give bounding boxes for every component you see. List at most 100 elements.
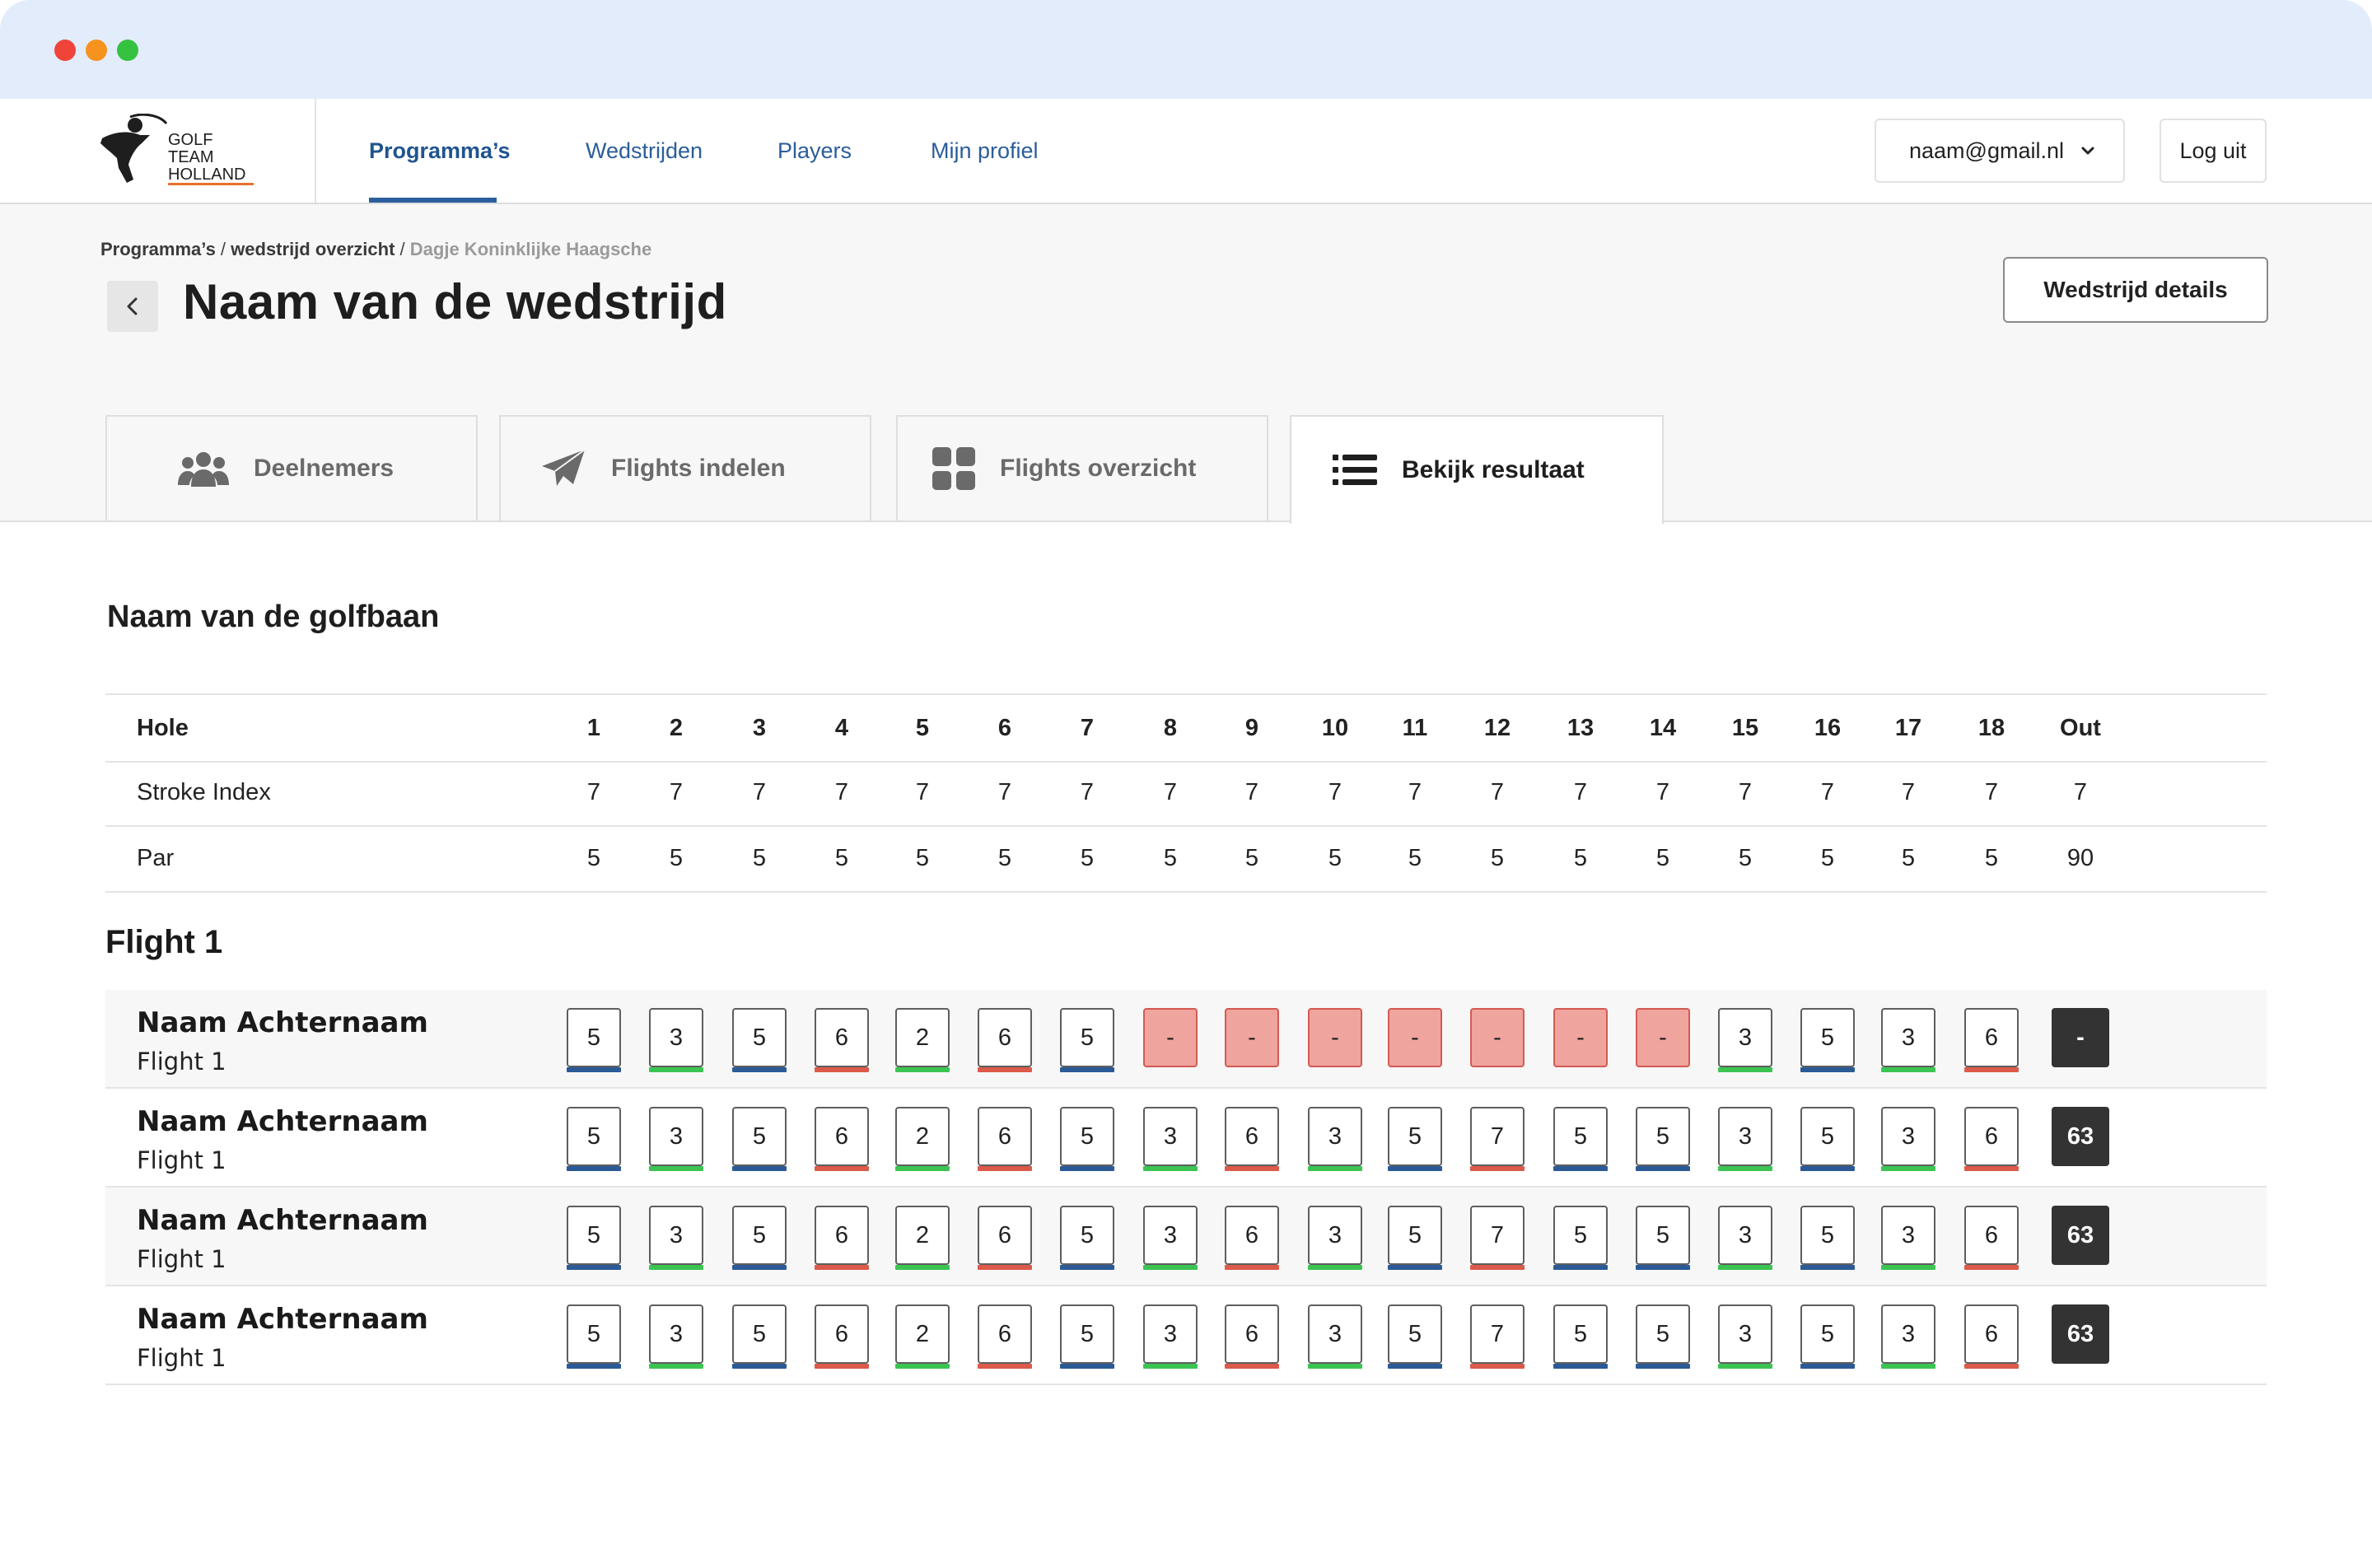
hole-score-box[interactable]: 3	[1308, 1206, 1362, 1270]
account-dropdown[interactable]: naam@gmail.nl	[1875, 119, 2125, 183]
hole-score-box[interactable]: -	[1636, 1008, 1690, 1067]
hole-score-box[interactable]: 5	[1388, 1304, 1442, 1369]
hole-score-box[interactable]: 6	[1964, 1008, 2019, 1072]
hole-score-box[interactable]: 6	[978, 1206, 1032, 1270]
hole-score-box[interactable]: 6	[978, 1107, 1032, 1171]
hole-score-box[interactable]: -	[1470, 1008, 1525, 1067]
nav-players[interactable]: Players	[777, 138, 852, 163]
hole-score-box[interactable]: -	[1143, 1008, 1198, 1067]
close-window-dot[interactable]	[54, 40, 76, 61]
hole-score-box[interactable]: 6	[1225, 1107, 1279, 1171]
total-score-badge: 63	[2052, 1206, 2109, 1265]
par-cell: 5	[1408, 845, 1422, 871]
hole-score-box[interactable]: 5	[1553, 1304, 1608, 1369]
hole-score-box[interactable]: -	[1553, 1008, 1608, 1067]
hole-score-box[interactable]: 5	[732, 1008, 787, 1072]
hole-score-box[interactable]: 3	[1143, 1206, 1198, 1270]
hole-score-box[interactable]: 5	[1800, 1107, 1855, 1171]
hole-score-box[interactable]: 6	[815, 1008, 869, 1072]
hole-score-box[interactable]: 2	[895, 1008, 950, 1072]
stroke-index-out-cell: 7	[2073, 779, 2088, 805]
back-button[interactable]	[107, 281, 158, 332]
hole-number-cell: 7	[1080, 715, 1095, 741]
hole-score-box[interactable]: 5	[1636, 1107, 1690, 1171]
tab-flights-indelen[interactable]: Flights indelen	[499, 415, 871, 522]
par-cell: 5	[1738, 845, 1753, 871]
hole-score-box[interactable]: 7	[1470, 1206, 1525, 1270]
minimize-window-dot[interactable]	[86, 40, 107, 61]
hole-score-box[interactable]: 5	[732, 1304, 787, 1369]
chevron-down-icon	[2081, 147, 2094, 155]
hole-score-box[interactable]: 5	[1060, 1008, 1114, 1072]
wedstrijd-details-button[interactable]: Wedstrijd details	[2003, 257, 2268, 323]
hole-score-box[interactable]: 7	[1470, 1107, 1525, 1171]
tab-bekijk-resultaat[interactable]: Bekijk resultaat	[1290, 415, 1664, 524]
hole-score-box[interactable]: 2	[895, 1206, 950, 1270]
hole-score-box[interactable]: 5	[567, 1206, 621, 1270]
golf-team-holland-logo[interactable]: GOLF TEAM HOLLAND	[97, 113, 262, 189]
hole-score-box[interactable]: 3	[1143, 1107, 1198, 1171]
hole-score-box[interactable]: 6	[1225, 1304, 1279, 1369]
hole-score-box[interactable]: 5	[567, 1107, 621, 1171]
hole-score-box[interactable]: 3	[1143, 1304, 1198, 1369]
par-cell: 5	[1328, 845, 1342, 871]
hole-score-box[interactable]: 6	[1225, 1206, 1279, 1270]
hole-score-box[interactable]: 3	[1308, 1107, 1362, 1171]
nav-mijn-profiel[interactable]: Mijn profiel	[931, 138, 1039, 163]
hole-score-box[interactable]: -	[1225, 1008, 1279, 1067]
hole-score-box[interactable]: -	[1308, 1008, 1362, 1067]
hole-score-box[interactable]: 3	[1881, 1107, 1935, 1171]
breadcrumb-wedstrijd-overzicht[interactable]: wedstrijd overzicht	[231, 239, 395, 259]
hole-score-box[interactable]: 6	[815, 1107, 869, 1171]
nav-programmas[interactable]: Programma’s	[369, 138, 511, 163]
par-label: Par	[137, 845, 175, 871]
hole-score-box[interactable]: 3	[649, 1107, 703, 1171]
tab-deelnemers[interactable]: Deelnemers	[105, 415, 478, 522]
hole-score-box[interactable]: 5	[567, 1304, 621, 1369]
breadcrumb-programmas[interactable]: Programma’s	[100, 239, 216, 259]
hole-score-box[interactable]: 5	[567, 1008, 621, 1072]
hole-score-box[interactable]: 6	[1964, 1107, 2019, 1171]
page-title: Naam van de wedstrijd	[183, 274, 727, 329]
maximize-window-dot[interactable]	[117, 40, 138, 61]
hole-score-box[interactable]: 3	[1718, 1008, 1772, 1072]
hole-score-box[interactable]: 5	[1553, 1206, 1608, 1270]
hole-score-box[interactable]: 3	[1718, 1107, 1772, 1171]
hole-score-box[interactable]: 3	[1718, 1304, 1772, 1369]
hole-score-box[interactable]: -	[1388, 1008, 1442, 1067]
hole-score-box[interactable]: 3	[649, 1008, 703, 1072]
hole-score-box[interactable]: 3	[1308, 1304, 1362, 1369]
hole-score-box[interactable]: 5	[1636, 1304, 1690, 1369]
hole-score-box[interactable]: 5	[1060, 1107, 1114, 1171]
hole-score-box[interactable]: 3	[649, 1206, 703, 1270]
hole-score-box[interactable]: 5	[1388, 1107, 1442, 1171]
hole-score-box[interactable]: 6	[1964, 1304, 2019, 1369]
hole-score-box[interactable]: 6	[978, 1304, 1032, 1369]
hole-score-box[interactable]: 5	[732, 1206, 787, 1270]
hole-score-box[interactable]: 3	[1881, 1008, 1935, 1072]
hole-score-box[interactable]: 5	[732, 1107, 787, 1171]
hole-score-box[interactable]: 3	[1881, 1304, 1935, 1369]
hole-score-box[interactable]: 5	[1636, 1206, 1690, 1270]
tab-flights-overzicht[interactable]: Flights overzicht	[896, 415, 1268, 522]
hole-score-box[interactable]: 5	[1060, 1206, 1114, 1270]
hole-score-box[interactable]: 5	[1060, 1304, 1114, 1369]
hole-score-box[interactable]: 5	[1553, 1107, 1608, 1171]
hole-score-box[interactable]: 6	[978, 1008, 1032, 1072]
hole-number-cell: 11	[1402, 715, 1428, 741]
hole-score-box[interactable]: 5	[1800, 1304, 1855, 1369]
hole-score-box[interactable]: 6	[815, 1304, 869, 1369]
hole-score-box[interactable]: 2	[895, 1304, 950, 1369]
hole-score-box[interactable]: 3	[649, 1304, 703, 1369]
hole-score-box[interactable]: 5	[1800, 1206, 1855, 1270]
hole-score-box[interactable]: 5	[1388, 1206, 1442, 1270]
hole-score-box[interactable]: 7	[1470, 1304, 1525, 1369]
hole-score-box[interactable]: 6	[815, 1206, 869, 1270]
hole-score-box[interactable]: 3	[1718, 1206, 1772, 1270]
hole-score-box[interactable]: 6	[1964, 1206, 2019, 1270]
hole-score-box[interactable]: 5	[1800, 1008, 1855, 1072]
nav-wedstrijden[interactable]: Wedstrijden	[586, 138, 703, 163]
hole-score-box[interactable]: 2	[895, 1107, 950, 1171]
logout-button[interactable]: Log uit	[2160, 119, 2267, 183]
hole-score-box[interactable]: 3	[1881, 1206, 1935, 1270]
